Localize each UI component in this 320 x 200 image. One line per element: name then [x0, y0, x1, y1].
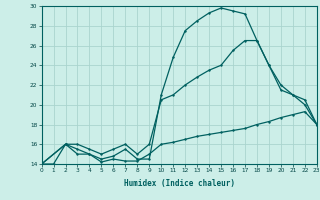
X-axis label: Humidex (Indice chaleur): Humidex (Indice chaleur) [124, 179, 235, 188]
